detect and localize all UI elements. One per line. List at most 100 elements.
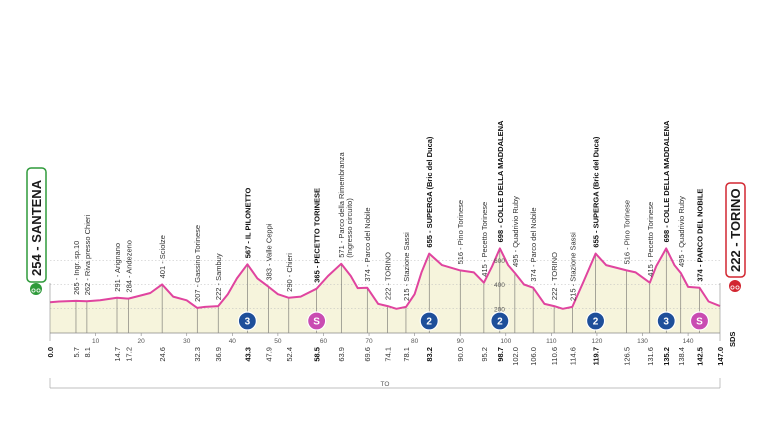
landmark-label-18: 698 - COLLE DELLA MADDALENA: [496, 120, 505, 242]
landmark-label-4: 401 - Sciolze: [158, 235, 167, 278]
bottom-label: TO: [381, 381, 390, 388]
landmark-label-10: 365 - PECETTO TORINESE: [313, 188, 322, 283]
badge-label-3: 2: [497, 317, 503, 328]
landmark-label-14: 215 - Stazione Sassi: [402, 232, 411, 301]
distance-label-2: 8.1: [83, 347, 92, 357]
landmark-label-2: 291 - Arignano: [113, 243, 122, 292]
distance-label-24: 119.7: [592, 347, 601, 365]
landmark-label-9: 290 - Chieri: [285, 253, 294, 292]
landmark-label-20: 374 - Parco del Nobile: [529, 207, 538, 281]
start-city-label: 254 - SANTENA: [29, 179, 44, 276]
sds-label: SDS: [728, 332, 737, 347]
badge-label-5: 3: [663, 317, 669, 328]
y-tick-600: 600: [494, 258, 505, 265]
landmark-label-7: 567 - IL PILONETTO: [243, 188, 252, 259]
landmark-label-17: 415 - Pecetto Torinese: [480, 202, 489, 277]
distance-label-3: 14.7: [113, 347, 122, 362]
landmark-label-11-sub: (Ingresso circuito): [345, 198, 354, 258]
profile-fill: [50, 248, 720, 333]
x-tick-120: 120: [592, 338, 603, 345]
badge-label-6: S: [696, 317, 703, 328]
x-tick-30: 30: [183, 338, 191, 345]
y-tick-400: 400: [494, 282, 505, 289]
landmark-label-13: 222 - TORINO: [384, 252, 393, 300]
distance-label-20: 102.0: [511, 347, 520, 366]
x-tick-40: 40: [229, 338, 237, 345]
distance-label-4: 17.2: [124, 347, 133, 362]
badge-gpm-5: [656, 311, 676, 331]
start-box: [26, 167, 47, 283]
landmark-label-24: 516 - Pino Torinese: [623, 200, 632, 265]
finish-bike-wheel-l: [730, 285, 735, 290]
distance-label-9: 47.9: [264, 347, 273, 362]
distance-label-22: 110.6: [550, 347, 559, 365]
badge-sprint-6: [689, 311, 710, 331]
landmark-label-15: 655 - SUPERGA (Bric del Duca): [425, 136, 434, 248]
landmark-label-28: 374 - PARCO DEL NOBILE: [695, 189, 704, 282]
finish-box: [725, 182, 746, 278]
badge-gpm-0: [237, 311, 257, 331]
badge-gpm-2: [419, 311, 439, 331]
x-tick-10: 10: [92, 338, 100, 345]
x-tick-130: 130: [637, 338, 648, 345]
finish-bike-wheel-r: [735, 285, 740, 290]
badge-label-0: 3: [245, 317, 251, 328]
landmark-label-23: 655 - SUPERGA (Bric del Duca): [592, 136, 601, 248]
distance-label-28: 138.4: [677, 347, 686, 366]
distance-label-23: 114.6: [568, 347, 577, 365]
finish-city-label: 222 - TORINO: [728, 188, 743, 272]
distance-label-29: 142.5: [695, 347, 704, 366]
landmark-label-25: 415 - Pecetto Torinese: [646, 202, 655, 277]
badge-gpm-4: [585, 311, 606, 331]
x-tick-90: 90: [457, 338, 465, 345]
distance-label-10: 52.4: [285, 347, 294, 362]
badge-sprint-1: [307, 311, 327, 331]
distance-label-6: 32.3: [193, 347, 202, 362]
badge-label-1: S: [313, 317, 320, 328]
x-tick-140: 140: [683, 338, 694, 345]
distance-label-18: 95.2: [480, 347, 489, 362]
distance-label-16: 83.2: [425, 347, 434, 362]
start-bike-wheel-r: [36, 288, 41, 293]
x-tick-100: 100: [500, 338, 511, 345]
landmark-label-5: 207 - Gassino Torinese: [193, 225, 202, 302]
distance-label-19: 98.7: [496, 347, 505, 362]
x-tick-60: 60: [320, 338, 328, 345]
distance-label-17: 90.0: [456, 347, 465, 362]
x-tick-80: 80: [411, 338, 419, 345]
landmark-label-26: 698 - COLLE DELLA MADDALENA: [662, 120, 671, 242]
badge-gpm-3: [490, 311, 510, 331]
landmark-label-27: 495 - Quadrivio Ruby: [677, 196, 686, 267]
distance-label-1: 5.7: [72, 347, 81, 357]
distance-label-21: 106.0: [529, 347, 538, 366]
distance-label-26: 131.6: [646, 347, 655, 366]
distance-label-27: 135.2: [662, 347, 671, 366]
distance-label-25: 126.5: [623, 347, 632, 366]
x-tick-20: 20: [138, 338, 146, 345]
landmark-label-21: 222 - TORINO: [550, 252, 559, 300]
landmark-label-12: 374 - Parco del Nobile: [363, 207, 372, 281]
landmark-label-16: 516 - Pino Torinese: [456, 200, 465, 265]
start-bike-icon: [30, 283, 42, 295]
distance-label-5: 24.6: [158, 347, 167, 362]
finish-bike-icon: [729, 280, 741, 292]
distance-label-12: 63.9: [337, 347, 346, 362]
landmark-label-22: 215 - Stazione Sassi: [568, 232, 577, 301]
landmark-label-8: 383 - Valle Ceppi: [264, 223, 273, 280]
start-bike-wheel-l: [31, 288, 36, 293]
distance-label-30: 147.0: [716, 347, 725, 366]
y-tick-200: 200: [494, 306, 505, 313]
landmark-label-1: 262 - Riva presso Chieri: [83, 214, 92, 295]
landmark-label-11: 571 - Parco della Rimembranza: [337, 151, 346, 257]
distance-label-8: 43.3: [243, 347, 252, 362]
distance-label-7: 36.9: [214, 347, 223, 362]
landmark-label-19: 495 - Quadrivio Ruby: [511, 196, 520, 267]
profile-line: [49, 247, 721, 310]
x-tick-110: 110: [546, 338, 557, 345]
distance-label-13: 69.6: [363, 347, 372, 362]
landmark-label-6: 222 - Sambuy: [214, 253, 223, 300]
x-tick-50: 50: [274, 338, 282, 345]
distance-label-15: 78.1: [402, 347, 411, 362]
badge-label-2: 2: [426, 317, 432, 328]
